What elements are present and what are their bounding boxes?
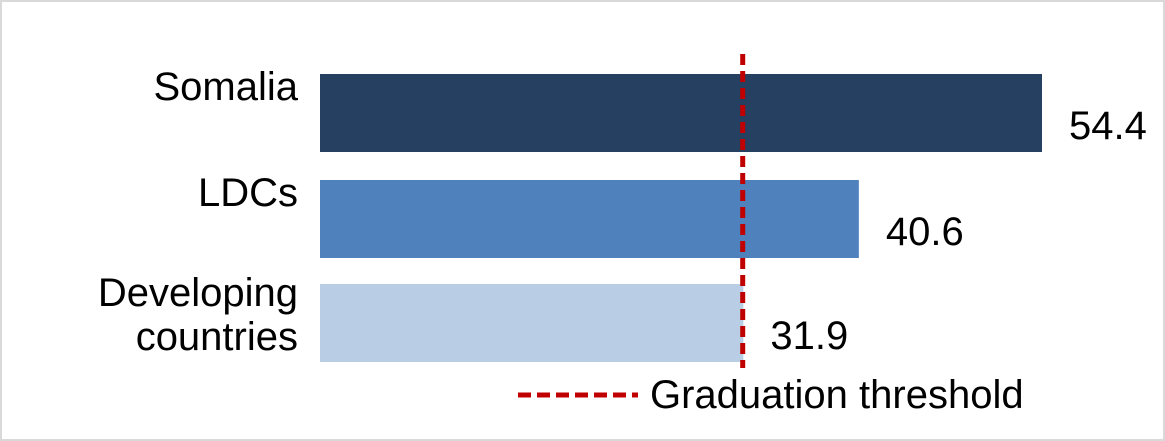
category-label: Developing countries (98, 271, 298, 359)
legend: Graduation threshold (518, 373, 1024, 417)
value-label: 40.6 (886, 210, 964, 254)
bar (320, 284, 744, 362)
value-labels-group: 54.4 40.6 31.9 (770, 104, 1146, 358)
bar (320, 74, 1042, 152)
value-label: 54.4 (1069, 104, 1147, 148)
legend-label: Graduation threshold (650, 373, 1024, 417)
bar (320, 180, 859, 258)
category-label: LDCs (198, 171, 298, 215)
bars-group (320, 74, 1042, 362)
value-label: 31.9 (770, 314, 848, 358)
category-label: Somalia (153, 65, 298, 109)
category-labels-group: Somalia LDCs Developing countries (98, 65, 299, 359)
